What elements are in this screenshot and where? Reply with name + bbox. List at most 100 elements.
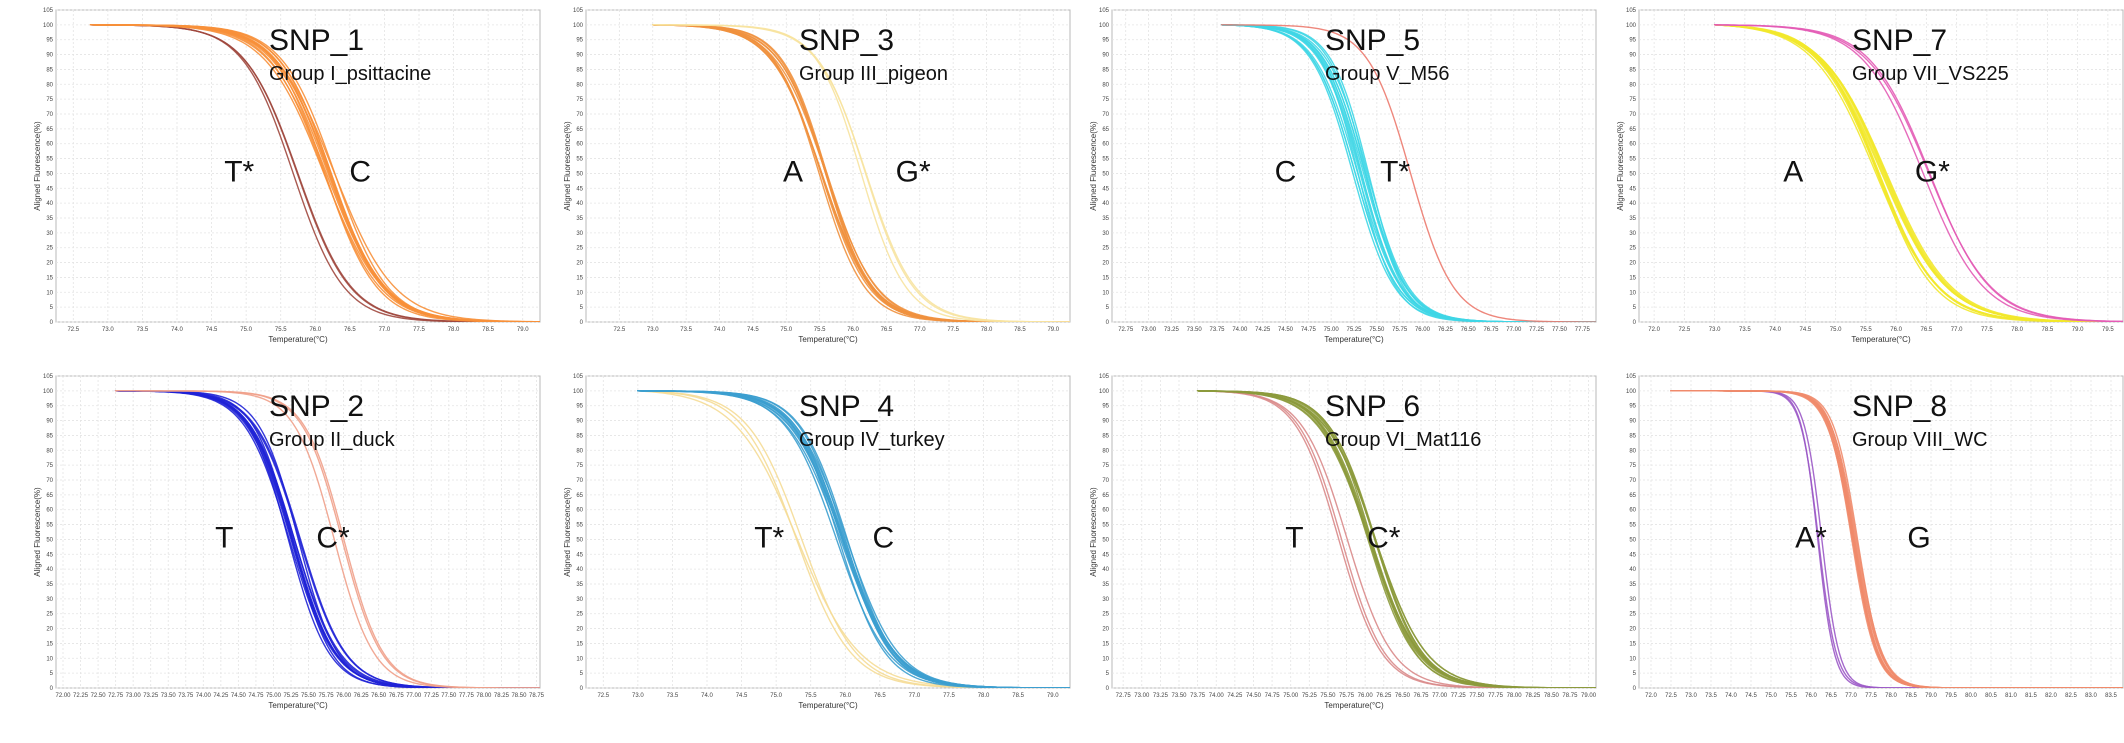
allele-label: T [215,521,233,554]
y-tick-label: 75 [576,97,583,103]
x-tick-label: 74.75 [1301,327,1317,333]
y-tick-label: 85 [1102,67,1109,73]
y-tick-label: 25 [1102,246,1109,252]
x-tick-label: 77.0 [914,327,926,333]
x-tick-label: 75.75 [1392,327,1408,333]
x-tick-label: 74.25 [213,693,229,699]
x-tick-label: 73.5 [1705,693,1717,699]
y-tick-label: 50 [46,537,53,543]
y-tick-label: 35 [1102,216,1109,222]
x-tick-label: 75.0 [1830,327,1842,333]
y-axis-label: Aligned Fluorescence(%) [563,487,572,577]
y-tick-label: 5 [1633,671,1637,677]
x-tick-label: 75.50 [301,693,317,699]
y-tick-label: 60 [1102,142,1109,148]
y-tick-label: 55 [1102,157,1109,163]
y-tick-label: 25 [1102,612,1109,618]
x-tick-label: 79.0 [1047,693,1059,699]
x-tick-label: 78.0 [978,693,990,699]
x-tick-label: 74.00 [196,693,212,699]
x-tick-label: 78.00 [1507,693,1523,699]
allele-label: T* [224,155,254,188]
melt-curve [1670,390,2123,688]
x-tick-label: 79.0 [1047,327,1059,333]
curves [637,390,1070,688]
y-tick-label: 5 [1106,671,1110,677]
y-tick-label: 100 [43,23,54,29]
x-tick-label: 75.5 [1785,693,1797,699]
y-tick-label: 15 [576,641,583,647]
y-tick-label: 70 [1629,478,1636,484]
y-tick-label: 50 [576,537,583,543]
y-tick-label: 0 [1633,686,1637,692]
x-tick-label: 74.75 [248,693,264,699]
x-tick-label: 78.5 [1014,327,1026,333]
chart-panel-4: 0 5 10 15 20 25 30 35 40 45 50 55 60 65 70 75 80 85 90 95 10… [1616,8,2124,344]
y-tick-label: 20 [576,627,583,633]
x-tick-label: 73.0 [647,327,659,333]
x-tick-label: 74.50 [231,693,247,699]
x-tick-label: 76.0 [1890,327,1902,333]
y-tick-label: 0 [1106,320,1110,326]
x-tick-label: 74.25 [1255,327,1271,333]
y-tick-label: 95 [1102,404,1109,410]
x-tick-label: 78.5 [1905,693,1917,699]
allele-label: C [349,155,371,188]
y-tick-label: 15 [1629,275,1636,281]
y-tick-label: 55 [1102,523,1109,529]
snp-group-label: Group IV_turkey [799,429,945,451]
melt-curve [1220,24,1596,322]
allele-label: G [1907,521,1930,554]
x-tick-label: 74.0 [701,693,713,699]
series-c-star [114,390,540,688]
y-tick-label: 105 [1099,374,1110,380]
x-tick-label: 74.50 [1278,327,1294,333]
x-tick-label: 76.25 [354,693,370,699]
x-tick-label: 75.0 [780,327,792,333]
x-tick-label: 76.75 [1483,327,1499,333]
x-tick-label: 74.5 [1745,693,1757,699]
melt-curve [1713,24,2123,322]
snp-group-label: Group III_pigeon [799,63,948,85]
y-tick-label: 50 [1102,171,1109,177]
y-tick-label: 70 [576,112,583,118]
y-tick-label: 45 [1629,552,1636,558]
y-axis-label: Aligned Fluorescence(%) [1089,121,1098,211]
x-tick-label: 79.5 [1945,693,1957,699]
x-tick-label: 72.00 [56,693,72,699]
x-tick-label: 72.0 [1645,693,1657,699]
x-axis-label: Temperature(°C) [1324,335,1384,344]
snp-title: SNP_1 [269,24,364,57]
plot-area [585,9,1071,323]
y-tick-label: 35 [576,216,583,222]
x-tick-label: 78.0 [981,327,993,333]
x-tick-label: 74.75 [1265,693,1281,699]
allele-label: G* [1915,155,1950,188]
x-tick-label: 73.0 [1685,693,1697,699]
x-tick-label: 78.0 [448,327,460,333]
y-tick-label: 70 [46,478,53,484]
x-tick-label: 78.5 [482,327,494,333]
y-tick-label: 95 [576,38,583,44]
allele-label: T* [754,521,784,554]
y-tick-label: 75 [46,97,53,103]
y-tick-label: 5 [1106,305,1110,311]
y-tick-label: 105 [1626,8,1637,14]
snp-title: SNP_5 [1325,24,1420,57]
x-tick-label: 77.25 [1529,327,1545,333]
y-tick-label: 35 [46,216,53,222]
y-tick-label: 20 [1102,627,1109,633]
y-tick-label: 30 [1629,231,1636,237]
x-tick-label: 72.5 [597,693,609,699]
y-tick-label: 45 [1102,552,1109,558]
x-tick-label: 73.50 [161,693,177,699]
allele-label: A [1783,155,1803,188]
melt-curve [1713,24,2123,322]
y-tick-label: 45 [1102,186,1109,192]
x-tick-label: 74.50 [1246,693,1262,699]
y-tick-label: 80 [1629,82,1636,88]
y-tick-label: 50 [46,171,53,177]
x-tick-label: 78.00 [476,693,492,699]
y-tick-label: 20 [46,627,53,633]
y-tick-label: 0 [580,320,584,326]
